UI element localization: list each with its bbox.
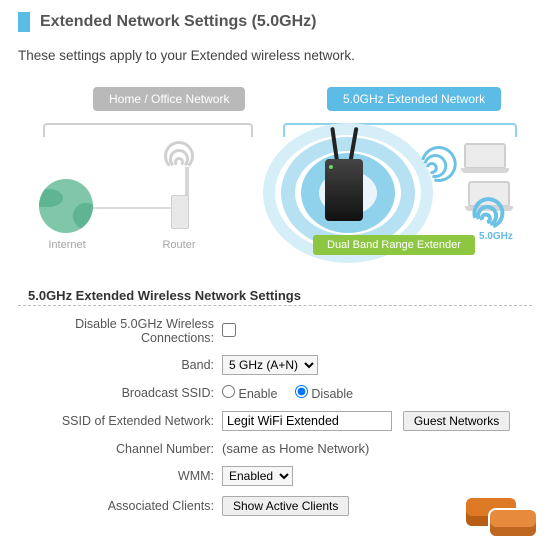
band-label: Band:: [18, 350, 218, 380]
router-icon: [153, 167, 205, 231]
device-label: Dual Band Range Extender: [313, 235, 475, 255]
clients-label: Associated Clients:: [18, 491, 218, 521]
disable-checkbox[interactable]: [222, 323, 236, 337]
wmm-select[interactable]: Enabled: [222, 466, 293, 486]
laptop-icon: [461, 143, 509, 175]
ssid-label: SSID of Extended Network:: [18, 406, 218, 436]
band-select[interactable]: 5 GHz (A+N): [222, 355, 318, 375]
show-clients-button[interactable]: [222, 496, 349, 516]
broadcast-label: Broadcast SSID:: [18, 380, 218, 406]
broadcast-enable-radio[interactable]: [222, 385, 235, 398]
settings-form: Disable 5.0GHz Wireless Connections: Ban…: [18, 312, 532, 521]
ssid-input[interactable]: [222, 411, 392, 431]
guest-networks-button[interactable]: [403, 411, 510, 431]
range-extender-icon: [325, 159, 363, 221]
channel-value: (same as Home Network): [218, 436, 532, 461]
intro-text: These settings apply to your Extended wi…: [18, 48, 532, 63]
internet-caption: Internet: [45, 239, 89, 251]
router-caption: Router: [159, 239, 199, 251]
section-title: 5.0GHz Extended Wireless Network Setting…: [28, 288, 532, 303]
network-diagram: Home / Office Network 5.0GHz Extended Ne…: [25, 85, 525, 260]
internet-globe-icon: [39, 179, 93, 233]
accent-bar-icon: [18, 12, 30, 32]
freq-badge: 5.0GHz: [479, 231, 513, 242]
home-bracket-icon: [43, 123, 253, 139]
channel-label: Channel Number:: [18, 436, 218, 461]
wmm-label: WMM:: [18, 461, 218, 491]
broadcast-disable-radio[interactable]: [295, 385, 308, 398]
disable-label: Disable 5.0GHz Wireless Connections:: [18, 312, 218, 350]
watermark-logo-icon: [456, 492, 542, 542]
home-network-label: Home / Office Network: [93, 87, 245, 111]
broadcast-enable-option[interactable]: Enable: [222, 387, 281, 401]
divider: [18, 305, 532, 306]
broadcast-disable-option[interactable]: Disable: [295, 387, 353, 401]
page-header: Extended Network Settings (5.0GHz): [18, 12, 532, 32]
page-title: Extended Network Settings (5.0GHz): [40, 13, 317, 31]
extended-network-label: 5.0GHz Extended Network: [327, 87, 501, 111]
